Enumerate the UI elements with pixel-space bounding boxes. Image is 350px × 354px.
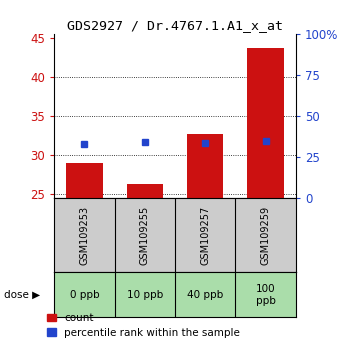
Bar [66,162,103,198]
Title: GDS2927 / Dr.4767.1.A1_x_at: GDS2927 / Dr.4767.1.A1_x_at [67,19,283,33]
Legend: count, percentile rank within the sample: count, percentile rank within the sample [47,313,240,337]
Text: 40 ppb: 40 ppb [187,290,223,300]
Bar [247,48,284,198]
Text: 10 ppb: 10 ppb [127,290,163,300]
Text: GSM109257: GSM109257 [200,205,210,265]
Text: GSM109253: GSM109253 [79,205,90,264]
Bar [187,134,223,198]
Bar [127,184,163,198]
Text: GSM109259: GSM109259 [260,205,271,264]
Text: GSM109255: GSM109255 [140,205,150,265]
Text: 0 ppb: 0 ppb [70,290,99,300]
Text: dose ▶: dose ▶ [4,290,40,300]
Text: 100
ppb: 100 ppb [256,284,275,306]
